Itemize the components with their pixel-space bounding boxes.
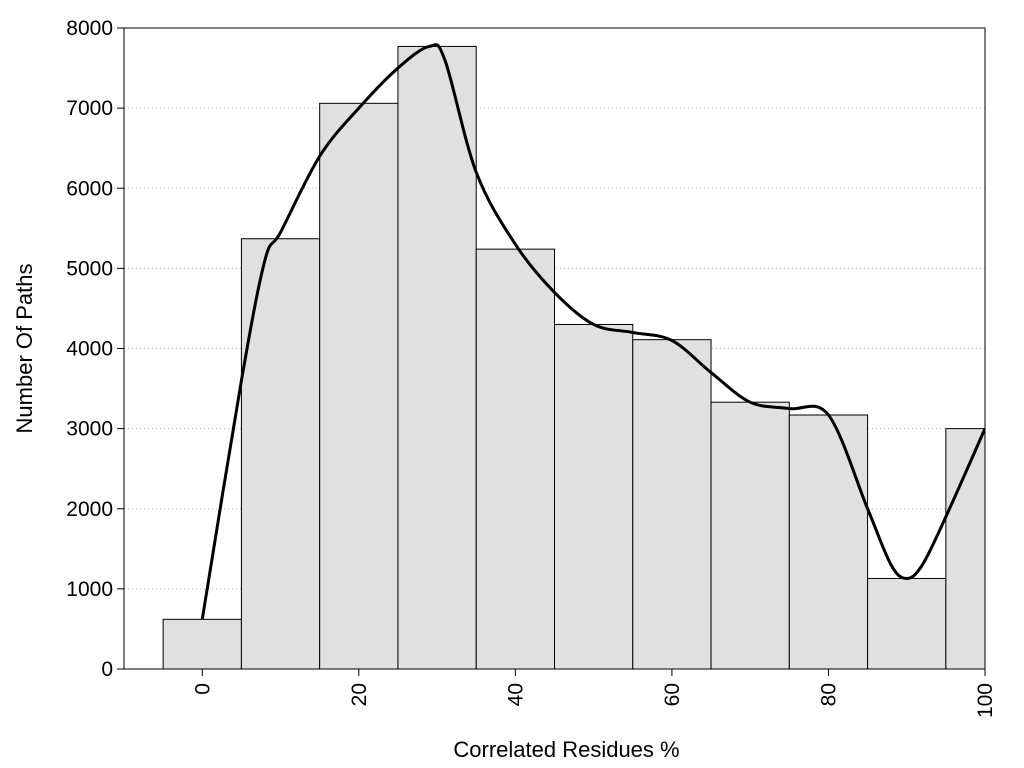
x-tick-label: 20 (348, 683, 371, 706)
y-axis-title: Number Of Paths (12, 264, 37, 434)
bars-group (162, 45, 985, 669)
y-tick-label: 6000 (66, 177, 113, 200)
histogram-bar (554, 323, 634, 669)
histogram-bar (240, 238, 321, 669)
y-tick-label: 1000 (66, 578, 113, 601)
y-tick-label: 0 (101, 658, 113, 681)
x-tick-label: 60 (661, 683, 684, 706)
histogram-bar (788, 414, 869, 669)
y-tick-label: 5000 (66, 257, 113, 280)
histogram-bar (475, 248, 555, 669)
histogram-bar (319, 102, 399, 669)
x-tick-label: 80 (817, 683, 840, 706)
histogram-bar (867, 577, 947, 669)
histogram-bar (632, 339, 712, 669)
histogram-bar (397, 45, 477, 669)
histogram-bar (945, 428, 985, 669)
y-tick-label: 7000 (66, 97, 113, 120)
histogram-bar (710, 401, 790, 669)
y-tick-label: 2000 (66, 498, 113, 521)
smooth-curve (200, 43, 985, 620)
x-axis-title: Correlated Residues % (453, 737, 679, 762)
x-tick-label: 40 (504, 683, 527, 706)
y-tick-label: 4000 (66, 338, 113, 361)
x-tick-label: 100 (974, 683, 997, 718)
y-tick-label: 3000 (66, 418, 113, 441)
y-tick-label: 8000 (66, 17, 113, 40)
histogram-bar (162, 618, 242, 669)
x-tick-label: 0 (191, 683, 214, 695)
